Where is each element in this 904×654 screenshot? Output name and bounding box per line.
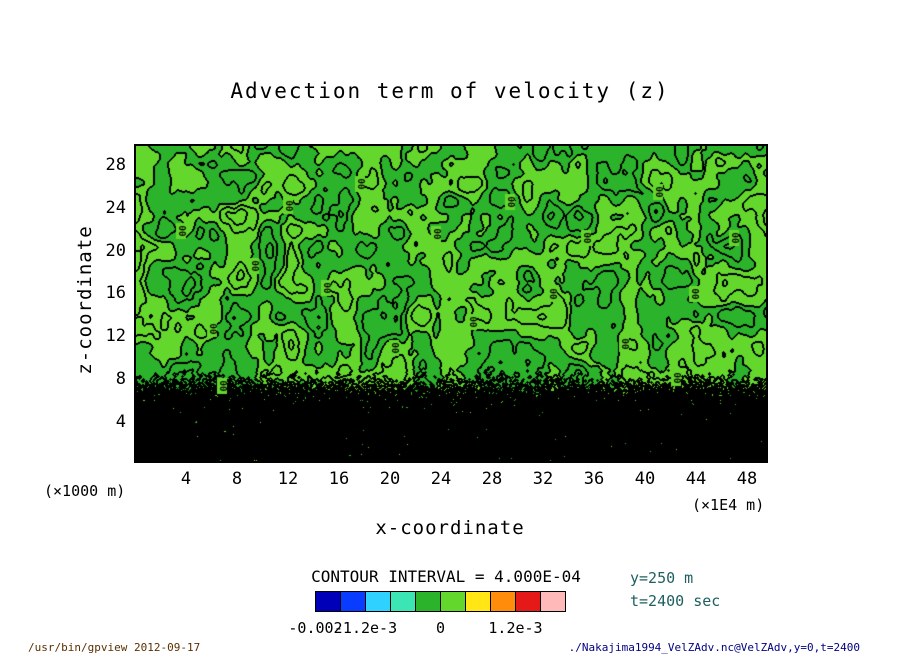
colorbar-cell-7 bbox=[490, 591, 516, 612]
x-axis-unit: (×1E4 m) bbox=[692, 496, 765, 514]
colorbar-cell-6 bbox=[465, 591, 491, 612]
x-tick-label: 32 bbox=[532, 469, 554, 489]
y-tick-label: 28 bbox=[105, 154, 126, 175]
x-tick-label: 16 bbox=[328, 469, 350, 489]
colorbar-tick-label: -1.2e-3 bbox=[333, 619, 398, 637]
y-tick-label: 8 bbox=[115, 369, 126, 390]
y-tick-label: 16 bbox=[105, 283, 126, 304]
colorbar-tick-label: 0 bbox=[435, 619, 446, 637]
colorbar-cell-2 bbox=[365, 591, 391, 612]
annotation-slice: y=250 m bbox=[630, 569, 694, 587]
contour-interval-label: CONTOUR INTERVAL = 4.000E-04 bbox=[311, 567, 581, 586]
x-axis-label: x-coordinate bbox=[375, 517, 525, 539]
footer-source: ./Nakajima1994_VelZAdv.nc@VelZAdv,y=0,t=… bbox=[568, 641, 860, 654]
colorbar-cell-8 bbox=[515, 591, 541, 612]
chart-title: Advection term of velocity (z) bbox=[230, 79, 670, 103]
x-tick-label: 12 bbox=[277, 469, 299, 489]
colorbar bbox=[315, 591, 566, 612]
x-tick-label: 44 bbox=[685, 469, 707, 489]
x-tick-label: 24 bbox=[430, 469, 452, 489]
y-tick-label: 4 bbox=[115, 411, 126, 432]
x-tick-label: 48 bbox=[736, 469, 758, 489]
x-tick-label: 4 bbox=[180, 469, 192, 489]
x-tick-label: 20 bbox=[379, 469, 401, 489]
footer-command: /usr/bin/gpview 2012-09-17 bbox=[28, 641, 201, 654]
colorbar-cell-1 bbox=[340, 591, 366, 612]
plot-frame bbox=[134, 144, 768, 463]
x-tick-label: 8 bbox=[231, 469, 243, 489]
colorbar-cell-5 bbox=[440, 591, 466, 612]
colorbar-tick-label: -0.002 bbox=[288, 619, 343, 637]
colorbar-cell-0 bbox=[315, 591, 341, 612]
x-tick-label: 40 bbox=[634, 469, 656, 489]
y-tick-label: 24 bbox=[105, 197, 126, 218]
colorbar-cell-4 bbox=[415, 591, 441, 612]
y-axis-unit: (×1000 m) bbox=[44, 482, 126, 500]
colorbar-tick-label: 1.2e-3 bbox=[488, 619, 543, 637]
y-tick-label: 12 bbox=[105, 326, 126, 347]
y-tick-label: 20 bbox=[105, 240, 126, 261]
annotation-time: t=2400 sec bbox=[630, 592, 721, 610]
contour-field-canvas bbox=[136, 146, 766, 461]
colorbar-cell-3 bbox=[390, 591, 416, 612]
x-tick-label: 36 bbox=[583, 469, 605, 489]
x-tick-label: 28 bbox=[481, 469, 503, 489]
colorbar-cell-9 bbox=[540, 591, 566, 612]
